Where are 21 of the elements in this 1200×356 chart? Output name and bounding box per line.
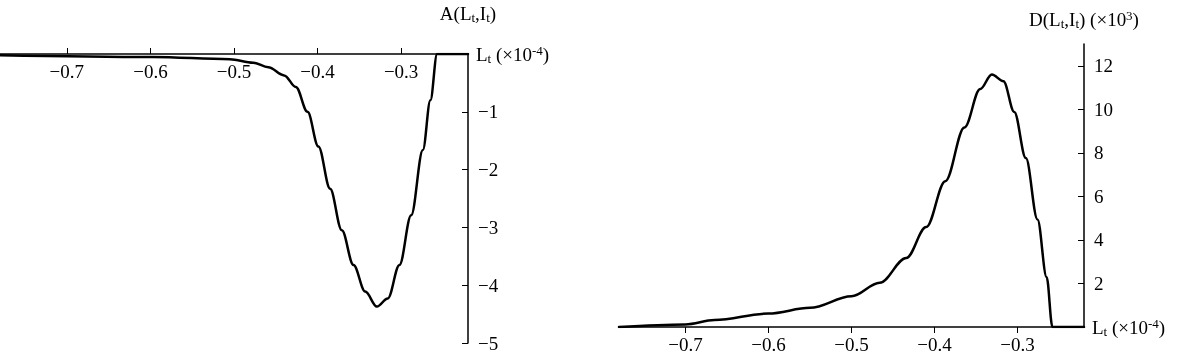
y-tick-label: 4 <box>1094 229 1104 251</box>
x-tick-label: −0.6 <box>133 61 168 82</box>
y-tick-label: −5 <box>478 332 499 354</box>
y-tick-label: −1 <box>478 101 499 123</box>
x-tick-label: −0.3 <box>1000 334 1035 355</box>
x-tick-label: −0.4 <box>300 61 336 82</box>
y-tick-label: −2 <box>478 159 499 181</box>
x-tick-label: −0.4 <box>917 334 953 355</box>
x-tick-label: −0.5 <box>834 334 869 355</box>
x-tick-label: −0.7 <box>668 334 703 355</box>
x-tick-label: −0.3 <box>383 61 419 82</box>
y-tick-label: 8 <box>1094 142 1104 164</box>
y-tick-label: −4 <box>478 274 499 296</box>
x-tick-label: −0.6 <box>751 334 786 355</box>
y-tick-label: 2 <box>1094 272 1104 294</box>
x-tick-label: −0.7 <box>49 61 85 82</box>
x-tick-label: −0.5 <box>216 61 252 82</box>
y-tick-label: 6 <box>1094 185 1104 207</box>
y-tick-label: 12 <box>1094 55 1113 77</box>
y-tick-label: −3 <box>478 216 499 238</box>
y-tick-label: 10 <box>1094 98 1113 120</box>
